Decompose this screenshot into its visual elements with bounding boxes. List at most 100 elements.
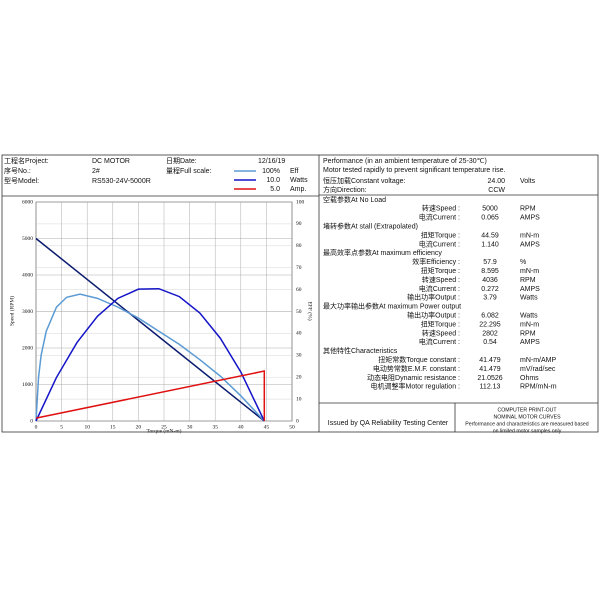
legend-unit: Amp. (290, 186, 306, 193)
header-field: 2# (92, 168, 100, 175)
perf-title: Performance (in an ambient temperature o… (323, 158, 487, 165)
row-unit: Volts (520, 178, 536, 185)
y-tick-label: 6000 (22, 199, 33, 205)
section-heading: 最大功率输出参数At maximum Power output (323, 302, 461, 311)
legend-value: 10.0 (266, 177, 280, 184)
header-field: 型号Model: (4, 176, 39, 185)
row-label: 效率Efficiency : (412, 257, 460, 266)
x-tick-label: 30 (187, 424, 193, 430)
legend-unit: Watts (290, 177, 308, 184)
y2-tick-label: 60 (296, 287, 302, 293)
row-label: 电动势常数E.M.F. constant : (373, 364, 460, 373)
header-field: DC MOTOR (92, 158, 130, 165)
x-tick-label: 50 (289, 424, 295, 430)
notice: on limited motor samples only (493, 428, 562, 434)
section-heading: 其他特性Characteristics (323, 346, 398, 355)
issued: Issued by QA Reliability Testing Center (328, 420, 449, 427)
row-value: 41.479 (479, 357, 501, 364)
row-label: 扭矩常数Torque constant : (378, 355, 460, 364)
row-unit: Watts (520, 313, 538, 320)
row-unit: RPM/mN-m (520, 384, 557, 391)
y2-tick-label: 10 (296, 396, 302, 402)
row-value: 112.13 (480, 384, 501, 391)
row-value: 0.54 (483, 339, 497, 346)
y-tick-label: 4000 (22, 272, 33, 278)
y-tick-label: 2000 (22, 345, 33, 351)
header-field: 序号No.: (4, 166, 31, 175)
series-line (35, 287, 265, 422)
row-value: 0.272 (481, 286, 499, 293)
row-label: 方向Direction: (323, 185, 367, 194)
row-unit: RPM (520, 330, 536, 337)
y-tick-label: 1000 (22, 382, 33, 388)
series-line (35, 237, 265, 422)
row-unit: % (520, 259, 526, 266)
legend-unit: Eff (290, 168, 298, 175)
row-value: 3.79 (483, 295, 497, 302)
row-value: 2802 (482, 330, 498, 337)
row-value: 21.0526 (477, 375, 502, 382)
row-unit: RPM (520, 206, 536, 213)
y2-tick-label: 40 (296, 331, 302, 337)
x-tick-label: 10 (84, 424, 90, 430)
row-value: 0.065 (481, 215, 499, 222)
row-value: 4036 (482, 277, 498, 284)
notice: COMPUTER PRINT-OUT (497, 407, 557, 413)
header-field: 12/16/19 (258, 158, 285, 165)
header-field: 日期Date: (166, 157, 197, 165)
row-unit: mN-m (520, 232, 539, 239)
legend-value: 100% (262, 168, 280, 175)
section-heading: 堵转参数At stall (Extrapolated) (323, 222, 418, 231)
row-value: 8.595 (481, 268, 499, 275)
row-unit: AMPS (520, 241, 540, 248)
row-label: 电流Current : (419, 284, 460, 293)
row-label: 电机调整率Motor regulation : (371, 382, 461, 391)
row-label: 转速Speed : (422, 204, 460, 213)
legend-value: 5.0 (270, 186, 280, 193)
row-value: 1.140 (481, 241, 499, 248)
row-unit: AMPS (520, 339, 540, 346)
frame (1, 154, 599, 433)
x-tick-label: 45 (264, 424, 270, 430)
row-unit: mN-m/AMP (520, 357, 556, 364)
x-tick-label: 25 (161, 424, 167, 430)
row-label: 转速Speed : (422, 328, 460, 337)
perf-note: Motor tested rapidly to prevent signific… (323, 167, 506, 174)
row-unit: mN-m (520, 268, 539, 275)
row-value: 57.9 (483, 259, 497, 266)
y-tick-label: 5000 (22, 236, 33, 242)
series-line (35, 370, 266, 421)
row-label: 转速Speed : (422, 275, 460, 284)
y2-tick-label: 70 (296, 265, 302, 271)
row-unit: AMPS (520, 286, 540, 293)
row-label: 扭矩Torque : (421, 230, 460, 239)
x-tick-label: 5 (60, 424, 63, 430)
row-label: 电流Current : (419, 239, 460, 248)
notice: Performance and characteristics are meas… (465, 421, 589, 427)
x-tick-label: 20 (136, 424, 142, 430)
y2-tick-label: 50 (296, 309, 302, 315)
section-heading: 最高效率点参数At maximum efficiency (323, 248, 442, 257)
series-line (35, 293, 265, 422)
header-field: 工程名Project: (4, 156, 49, 165)
row-unit: RPM (520, 277, 536, 284)
notice: NOMINAL MOTOR CURVES (493, 414, 561, 420)
x-tick-label: 40 (238, 424, 244, 430)
row-label: 扭矩Torque : (421, 319, 460, 328)
section-heading: 空载参数At No Load (323, 195, 386, 204)
y2-axis-label: EFF (%) (307, 301, 314, 320)
row-label: 动态电阻Dynamic resistance : (367, 373, 460, 382)
x-tick-label: 15 (110, 424, 116, 430)
row-unit: Ohms (520, 375, 539, 382)
y2-tick-label: 80 (296, 243, 302, 249)
row-value: 24.00 (487, 178, 505, 185)
row-value: CCW (488, 187, 505, 194)
y2-tick-label: 0 (296, 418, 299, 424)
row-unit: AMPS (520, 215, 540, 222)
row-label: 扭矩Torque : (421, 266, 460, 275)
y2-tick-label: 90 (296, 221, 302, 227)
x-tick-label: 0 (35, 424, 38, 430)
row-label: 恒压加载Constant voltage: (323, 176, 406, 185)
header-field: 量程Full scale: (166, 166, 212, 175)
